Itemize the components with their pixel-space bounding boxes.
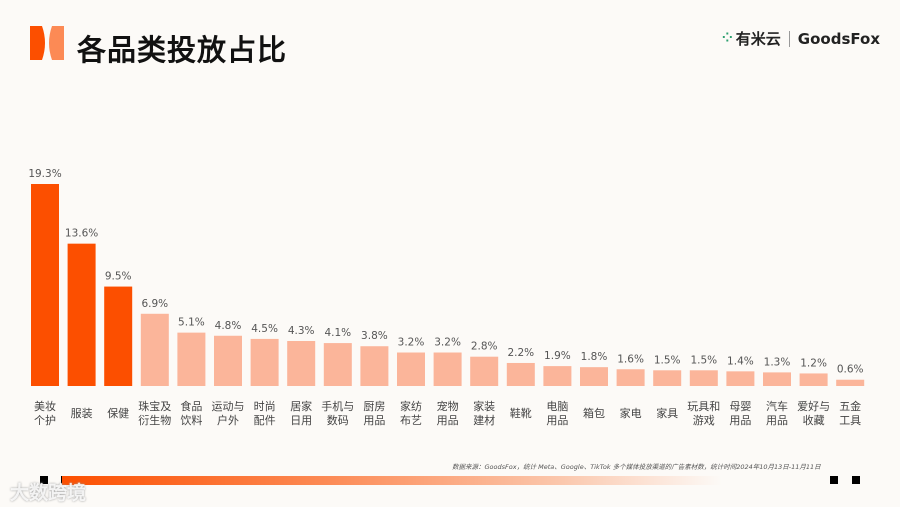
category-label: 汽车用品 — [766, 399, 788, 427]
brand-logos: ⁘ 有米云 GoodsFox — [722, 28, 880, 49]
bar — [653, 370, 682, 386]
divider — [788, 30, 790, 47]
bar — [67, 243, 96, 386]
value-label: 3.8% — [361, 330, 388, 342]
bar — [799, 373, 828, 386]
category-label: 运动与户外 — [212, 400, 245, 427]
category-label: 美妆个护 — [34, 400, 56, 427]
bar — [543, 366, 572, 386]
brand-en: GoodsFox — [797, 29, 880, 48]
bar — [433, 352, 462, 386]
decor-square — [830, 476, 838, 484]
footer-gradient-band — [62, 476, 722, 485]
value-label: 9.5% — [105, 271, 132, 283]
bar-chart: 19.3% 美妆个护 13.6% 服装 9.5% 保健 6.9% 珠宝及衍生物 5.1% 食品饮料… — [28, 168, 865, 427]
category-label: 箱包 — [583, 406, 605, 420]
bar — [836, 379, 865, 386]
bar — [726, 371, 755, 386]
bar — [470, 356, 499, 386]
value-label: 1.9% — [544, 350, 571, 362]
category-label: 家电 — [620, 406, 642, 420]
bar — [104, 286, 133, 386]
value-label: 1.4% — [727, 355, 754, 367]
bar — [360, 346, 389, 386]
decor-square — [40, 476, 48, 484]
page-title: 各品类投放占比 — [77, 33, 288, 67]
bar — [763, 372, 791, 386]
value-label: 1.8% — [581, 351, 608, 363]
value-label: 5.1% — [178, 317, 205, 329]
brand-logo-icon — [30, 26, 64, 60]
value-label: 19.3% — [28, 168, 61, 180]
category-label: 珠宝及衍生物 — [138, 399, 171, 427]
category-label: 母婴用品 — [729, 400, 751, 427]
category-label: 食品饮料 — [180, 399, 202, 427]
category-label: 服装 — [71, 407, 93, 420]
category-label: 五金工具 — [839, 399, 861, 427]
bar — [177, 332, 206, 386]
bar — [214, 335, 242, 386]
category-label: 居家日用 — [290, 399, 312, 427]
category-label: 家具 — [656, 406, 678, 420]
value-label: 3.2% — [434, 337, 461, 349]
value-label: 1.6% — [617, 353, 644, 365]
category-label: 保健 — [107, 406, 129, 420]
bar — [140, 313, 169, 386]
decor-square — [852, 476, 860, 484]
category-label: 手机与数码 — [321, 399, 354, 427]
bar — [287, 340, 316, 386]
bar — [31, 184, 59, 386]
bar — [397, 352, 425, 386]
dotted-circle-icon: ⁘ — [721, 31, 733, 46]
bar — [250, 338, 279, 386]
category-label: 家装建材 — [473, 399, 495, 427]
category-label: 爱好与收藏 — [797, 399, 830, 427]
value-label: 13.6% — [65, 228, 98, 240]
value-label: 1.5% — [690, 354, 717, 366]
value-label: 4.5% — [251, 323, 278, 335]
bar — [323, 343, 352, 386]
value-label: 4.3% — [288, 325, 315, 337]
category-label: 厨房用品 — [363, 400, 385, 427]
category-label: 时尚配件 — [254, 399, 276, 427]
brand-cn: 有米云 — [735, 30, 781, 48]
value-label: 2.8% — [471, 341, 498, 353]
watermark: 大数跨境 — [10, 482, 87, 504]
category-label: 玩具和游戏 — [687, 400, 720, 427]
category-label: 电脑用品 — [546, 400, 568, 427]
category-label: 家纺布艺 — [400, 399, 422, 427]
bar — [580, 367, 608, 386]
value-label: 4.8% — [215, 320, 242, 332]
value-label: 1.5% — [654, 354, 681, 366]
source-note: 数据来源：GoodsFox，统计 Meta、Google、TikTok 多个媒体… — [452, 463, 821, 471]
category-label: 宠物用品 — [437, 399, 459, 427]
value-label: 1.3% — [764, 356, 791, 368]
value-label: 2.2% — [507, 347, 534, 359]
value-label: 3.2% — [398, 337, 425, 349]
bar — [506, 362, 535, 386]
value-label: 6.9% — [141, 298, 168, 310]
bar — [616, 369, 645, 386]
value-label: 0.6% — [837, 364, 864, 376]
category-label: 鞋靴 — [510, 406, 532, 420]
bar — [689, 370, 718, 386]
value-label: 4.1% — [324, 327, 351, 339]
value-label: 1.2% — [800, 357, 827, 369]
